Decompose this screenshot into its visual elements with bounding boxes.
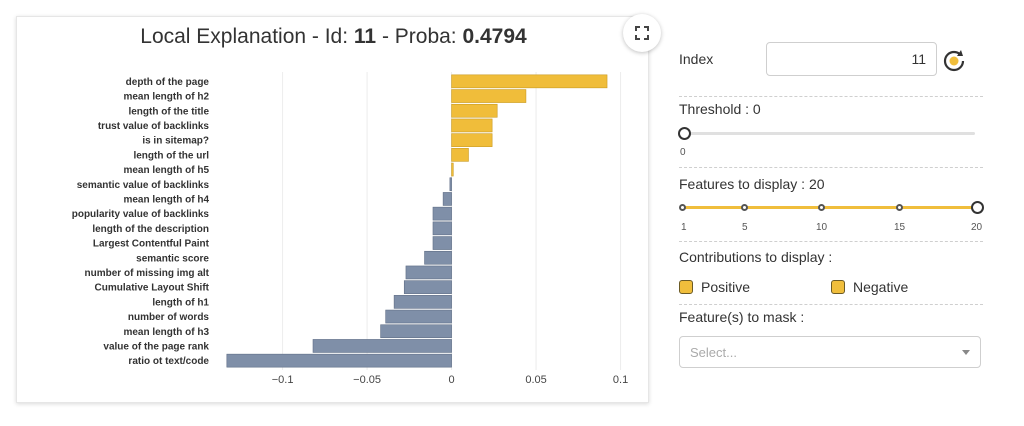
threshold-slider[interactable] — [678, 126, 979, 142]
title-prefix: Local Explanation - Id: — [140, 25, 354, 48]
local-explanation-card: Local Explanation - Id: 11 - Proba: 0.47… — [16, 14, 661, 403]
category-label: semantic score — [136, 253, 209, 264]
bar — [451, 148, 469, 162]
features-label: Features to display : 20 — [679, 176, 825, 192]
features-dot — [818, 204, 825, 211]
category-label: value of the page rank — [103, 341, 209, 352]
bar — [312, 339, 452, 353]
contributions-label: Contributions to display : — [679, 249, 833, 265]
bar — [451, 118, 493, 133]
x-tick-label: 0.1 — [613, 374, 628, 386]
bar — [451, 74, 608, 89]
bar — [432, 221, 452, 236]
title-mid: - Proba: — [376, 25, 463, 48]
category-label: mean length of h5 — [123, 165, 209, 176]
category-label: depth of the page — [126, 77, 210, 88]
features-tick: 5 — [742, 222, 748, 233]
expand-button[interactable] — [623, 14, 661, 52]
chevron-down-icon — [962, 350, 970, 355]
separator — [679, 167, 983, 168]
features-dot — [896, 204, 903, 211]
category-label: length of h1 — [152, 297, 209, 308]
category-label: is in sitemap? — [142, 136, 209, 147]
category-label: mean length of h4 — [123, 194, 209, 205]
bar — [451, 133, 493, 147]
category-label: length of the description — [92, 224, 209, 235]
refresh-icon[interactable] — [941, 48, 967, 74]
category-label: popularity value of backlinks — [72, 209, 210, 220]
category-label: number of missing img alt — [85, 268, 210, 279]
threshold-label: Threshold : 0 — [679, 101, 761, 117]
bar — [403, 280, 452, 294]
features-tick: 15 — [894, 222, 906, 233]
category-label: ratio ot text/code — [128, 356, 209, 367]
separator — [679, 96, 983, 97]
features-dot — [679, 204, 686, 211]
index-row: Index — [679, 42, 983, 78]
bar — [380, 324, 452, 339]
bar — [451, 103, 498, 118]
bar — [385, 309, 452, 324]
category-label: mean length of h2 — [123, 92, 209, 103]
chart-title: Local Explanation - Id: 11 - Proba: 0.47… — [17, 25, 650, 49]
bar — [405, 265, 452, 280]
negative-label: Negative — [853, 279, 909, 295]
bar — [393, 295, 452, 309]
threshold-handle[interactable] — [678, 127, 691, 140]
category-label: Largest Contentful Paint — [93, 239, 210, 250]
threshold-track — [683, 132, 975, 135]
category-label: mean length of h3 — [123, 327, 209, 338]
bar — [451, 89, 527, 103]
positive-check-box[interactable] — [679, 280, 693, 294]
features-slider[interactable] — [679, 200, 984, 216]
mask-placeholder: Select... — [690, 345, 737, 360]
negative-check-box[interactable] — [831, 280, 845, 294]
bar — [424, 250, 452, 265]
bar — [451, 162, 454, 177]
features-handle[interactable] — [971, 201, 984, 214]
category-label: number of words — [128, 312, 210, 323]
index-input[interactable] — [766, 42, 937, 76]
feature-contribution-chart: depth of the page mean length of h2 length… — [72, 72, 628, 386]
bar — [432, 236, 452, 250]
negative-checkbox[interactable]: Negative — [831, 278, 941, 296]
mask-label: Feature(s) to mask : — [679, 309, 805, 325]
bar — [226, 353, 452, 368]
features-tick: 20 — [971, 222, 983, 233]
x-tick-label: −0.1 — [272, 374, 294, 386]
features-tick: 1 — [681, 222, 687, 233]
x-tick-label: −0.05 — [353, 374, 381, 386]
category-label: semantic value of backlinks — [77, 180, 210, 191]
category-label: trust value of backlinks — [98, 121, 210, 132]
positive-label: Positive — [701, 279, 751, 295]
x-tick-label: 0 — [449, 374, 455, 386]
index-label: Index — [679, 51, 714, 67]
bar — [449, 177, 452, 192]
category-label: length of the url — [133, 150, 209, 161]
features-track — [683, 206, 975, 209]
separator — [679, 241, 983, 242]
title-id: 11 — [353, 25, 377, 48]
features-tick: 10 — [816, 222, 828, 233]
positive-checkbox[interactable]: Positive — [679, 278, 789, 296]
expand-icon — [635, 26, 649, 40]
bar — [432, 206, 452, 221]
threshold-min-label: 0 — [680, 147, 686, 158]
features-dot — [741, 204, 748, 211]
mask-select[interactable]: Select... — [679, 336, 981, 368]
category-label: length of the title — [128, 106, 209, 117]
bar — [442, 192, 452, 206]
separator — [679, 304, 983, 305]
title-proba: 0.4794 — [462, 25, 527, 48]
category-label: Cumulative Layout Shift — [95, 283, 210, 294]
x-tick-label: 0.05 — [525, 374, 546, 386]
